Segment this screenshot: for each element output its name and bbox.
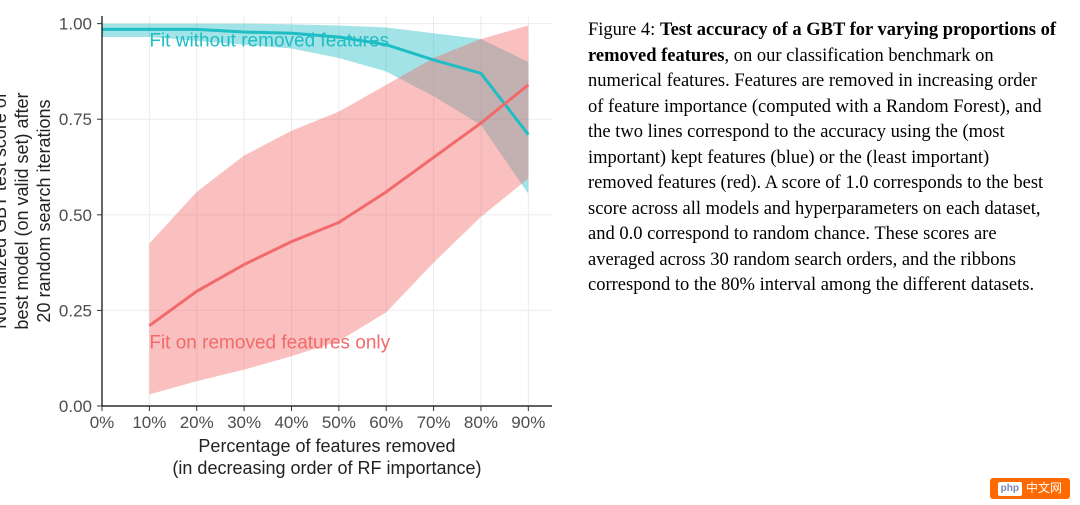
chart-panel: 0% 10% 20% 30% 40% 50% 60% 70% 80% 90% 0.00 0.25 0.5… (0, 0, 570, 505)
x-tick-label: 50% (322, 413, 356, 432)
x-tick-label: 0% (90, 413, 115, 432)
y-tick-label: 0.25 (59, 301, 92, 320)
chart-annotation: Fit on removed features only (149, 333, 390, 354)
x-axis-title: Percentage of features removed (198, 436, 455, 456)
chart-svg: 0% 10% 20% 30% 40% 50% 60% 70% 80% 90% 0.00 0.25 0.5… (0, 0, 570, 505)
x-tick-label: 70% (417, 413, 451, 432)
figure-caption: Figure 4: Test accuracy of a GBT for var… (570, 0, 1080, 505)
watermark-text: 中文网 (1026, 480, 1062, 497)
y-tick-label: 1.00 (59, 15, 92, 34)
x-axis-title: (in decreasing order of RF importance) (172, 458, 481, 478)
y-tick-label: 0.75 (59, 110, 92, 129)
y-tick-label: 0.00 (59, 397, 92, 416)
y-axis-title: 20 random search iterations (34, 99, 54, 322)
x-tick-label: 40% (274, 413, 308, 432)
x-tick-label: 20% (180, 413, 214, 432)
y-axis-title: best model (on valid set) after (12, 92, 32, 329)
x-tick-label: 60% (369, 413, 403, 432)
chart-annotation: Fit without removed features (149, 31, 389, 52)
watermark-php: php (998, 482, 1022, 496)
watermark-badge: php 中文网 (990, 478, 1070, 499)
y-axis-title: Normalized GBT test score of (0, 92, 10, 329)
x-tick-label: 80% (464, 413, 498, 432)
x-tick-label: 90% (511, 413, 545, 432)
y-axis-title-group: Normalized GBT test score ofbest model (… (0, 92, 54, 329)
x-tick-label: 10% (132, 413, 166, 432)
x-tick-label: 30% (227, 413, 261, 432)
y-tick-label: 0.50 (59, 206, 92, 225)
figure-label: Figure 4: (588, 20, 660, 40)
figure-body: , on our classification benchmark on num… (588, 46, 1043, 296)
